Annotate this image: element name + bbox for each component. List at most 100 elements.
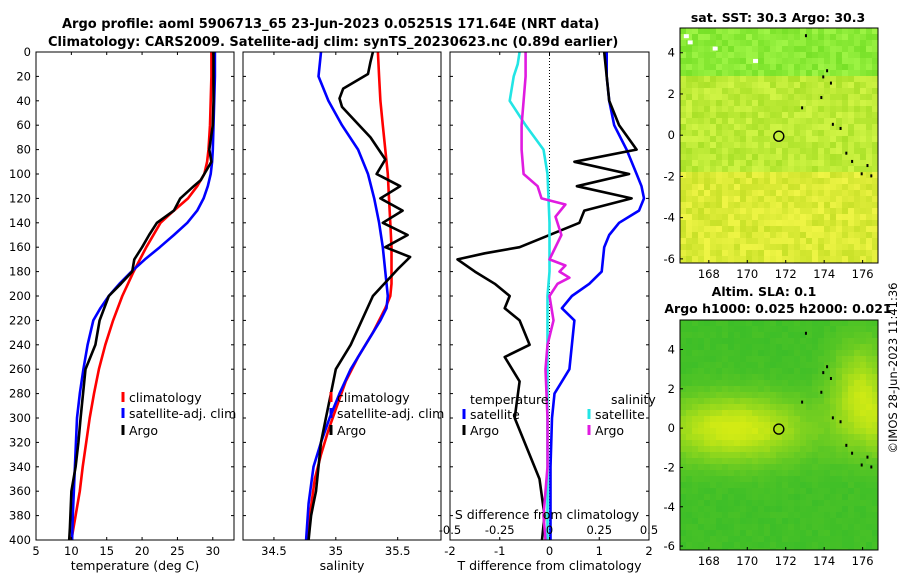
map-cell	[728, 440, 734, 446]
map-cell	[692, 106, 698, 112]
map-cell	[824, 362, 830, 368]
map-cell	[692, 124, 698, 130]
map-cell	[680, 548, 686, 550]
map-cell	[728, 106, 734, 112]
map-cell	[788, 112, 794, 118]
map-cell	[758, 58, 764, 64]
map-cell	[734, 226, 740, 232]
map-cell	[704, 512, 710, 518]
map-cell	[806, 106, 812, 112]
map-cell	[782, 106, 788, 112]
map-cell	[800, 332, 806, 338]
map-cell	[752, 404, 758, 410]
map-cell	[812, 256, 818, 262]
map-cell	[794, 428, 800, 434]
map-cell	[806, 488, 812, 494]
map-cell	[818, 52, 824, 58]
map-cell	[788, 220, 794, 226]
map-cell	[818, 118, 824, 124]
map-cell	[752, 94, 758, 100]
map-cell	[866, 58, 872, 64]
y-tick-label: 180	[9, 265, 31, 279]
map-cell	[788, 380, 794, 386]
map-cell	[788, 512, 794, 518]
map-cell	[740, 160, 746, 166]
map-cell	[740, 70, 746, 76]
map-cell	[692, 46, 698, 52]
map-cell	[770, 458, 776, 464]
map-cell	[818, 500, 824, 506]
x-tick-label: 172	[775, 554, 797, 568]
map-cell	[860, 530, 866, 536]
map-cell	[812, 518, 818, 524]
map-cell	[692, 344, 698, 350]
map-cell	[824, 202, 830, 208]
map-cell	[686, 52, 692, 58]
map-cell	[806, 332, 812, 338]
map-cell	[800, 536, 806, 542]
map-cell	[740, 416, 746, 422]
map-cell	[818, 320, 824, 326]
map-cell	[758, 232, 764, 238]
map-cell	[800, 202, 806, 208]
map-cell	[770, 178, 776, 184]
map-cell	[848, 470, 854, 476]
map-cell	[860, 46, 866, 52]
map-cell	[824, 320, 830, 326]
map-cell	[686, 220, 692, 226]
map-cell	[824, 94, 830, 100]
map-cell	[776, 256, 782, 262]
map-cell	[746, 470, 752, 476]
map-cell	[752, 446, 758, 452]
map-cell	[860, 208, 866, 214]
map-cell	[836, 368, 842, 374]
map-cell	[722, 34, 728, 40]
map-cell	[728, 476, 734, 482]
map-cell	[740, 374, 746, 380]
map-cell	[800, 94, 806, 100]
map-cell	[758, 88, 764, 94]
map-cell	[728, 76, 734, 82]
map-cell	[812, 208, 818, 214]
map-cell	[782, 136, 788, 142]
map-cell	[680, 34, 686, 40]
map-cell	[872, 214, 878, 220]
map-cell	[794, 160, 800, 166]
map-cell	[836, 482, 842, 488]
map-cell	[812, 34, 818, 40]
map-cell	[842, 332, 848, 338]
map-cell	[830, 52, 836, 58]
map-cell	[698, 458, 704, 464]
map-cell	[854, 238, 860, 244]
map-cell	[740, 338, 746, 344]
map-cell	[842, 476, 848, 482]
map-cell	[776, 338, 782, 344]
map-cell	[740, 404, 746, 410]
map-cell	[818, 428, 824, 434]
map-cell	[746, 368, 752, 374]
map-cell	[872, 320, 878, 326]
map-cell	[746, 178, 752, 184]
map-cell	[686, 58, 692, 64]
map-cell	[734, 64, 740, 70]
map-cell	[800, 548, 806, 550]
map-cell	[830, 196, 836, 202]
map-cell	[794, 214, 800, 220]
map-cell	[722, 380, 728, 386]
map-cell	[860, 250, 866, 256]
map-cell	[752, 250, 758, 256]
map-cell	[734, 112, 740, 118]
map-cell	[782, 34, 788, 40]
map-cell	[680, 58, 686, 64]
map-cell	[836, 130, 842, 136]
map-cell	[704, 58, 710, 64]
map-cell	[812, 136, 818, 142]
map-cell	[758, 106, 764, 112]
temperature-panel: 0204060801001201401601802002202402602803…	[9, 45, 236, 573]
map-cell	[794, 112, 800, 118]
map-cell	[776, 106, 782, 112]
map-cell	[788, 446, 794, 452]
map-cell	[872, 494, 878, 500]
map-cell	[824, 124, 830, 130]
map-cell	[698, 94, 704, 100]
